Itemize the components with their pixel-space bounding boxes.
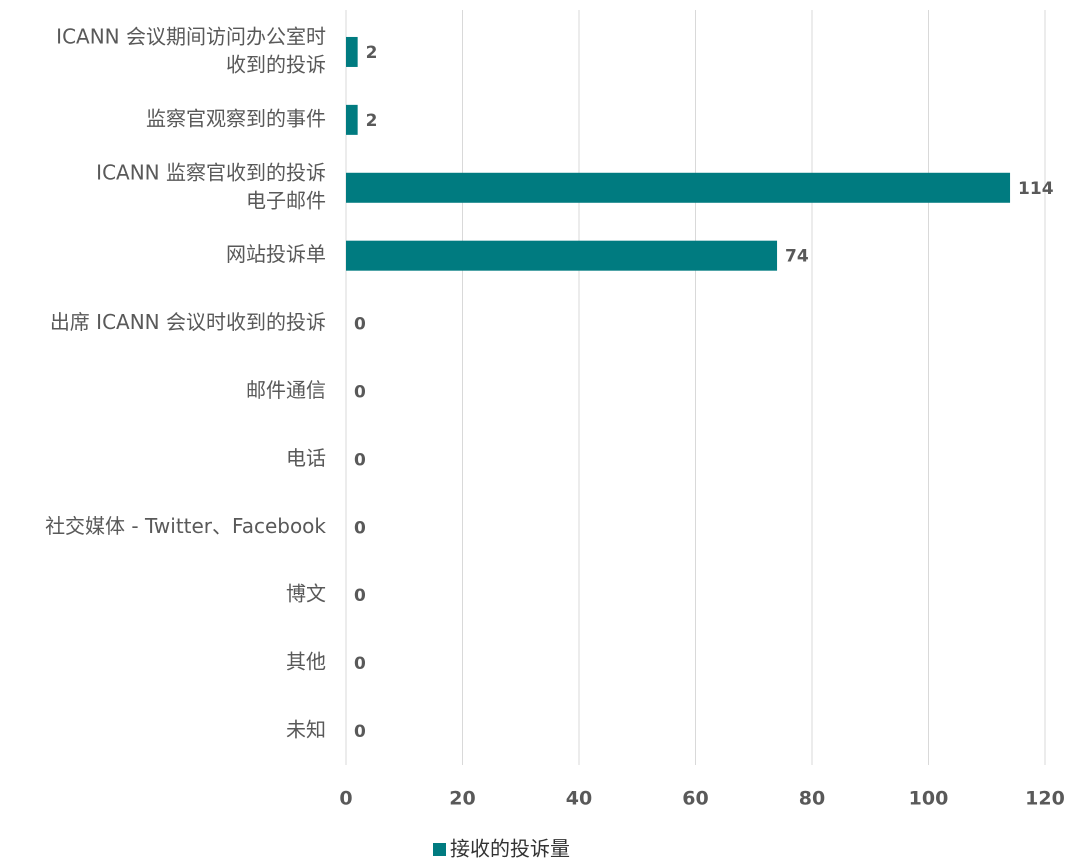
bar: [346, 105, 358, 135]
x-tick-label: 120: [1025, 788, 1065, 810]
y-tick-label: 未知: [286, 718, 326, 742]
x-tick-label: 20: [449, 788, 475, 810]
value-label: 2: [366, 43, 378, 63]
y-tick-label: 其他: [286, 650, 326, 674]
value-label: 74: [785, 247, 809, 267]
bar: [346, 241, 777, 271]
value-label: 0: [354, 654, 366, 674]
chart: 020406080100120ICANN 会议期间访问办公室时收到的投诉监察官观…: [0, 0, 1067, 861]
y-tick-label: 电话: [286, 446, 326, 470]
y-tick-label: 出席 ICANN 会议时收到的投诉: [50, 310, 326, 334]
value-label: 114: [1018, 179, 1054, 199]
y-tick-label: 收到的投诉: [226, 52, 326, 76]
y-tick-label: 电子邮件: [246, 188, 326, 212]
x-tick-label: 60: [682, 788, 708, 810]
y-tick-label: 监察官观察到的事件: [146, 106, 326, 130]
x-tick-label: 100: [909, 788, 949, 810]
y-tick-label: 社交媒体 - Twitter、Facebook: [45, 514, 326, 538]
y-tick-label: 网站投诉单: [226, 242, 326, 266]
bar: [346, 37, 358, 67]
value-label: 0: [354, 518, 366, 538]
bar: [346, 173, 1010, 203]
value-label: 0: [354, 383, 366, 403]
value-label: 0: [354, 315, 366, 335]
y-tick-label: 博文: [286, 582, 326, 606]
value-label: 0: [354, 722, 366, 742]
value-label: 0: [354, 450, 366, 470]
x-tick-label: 40: [566, 788, 592, 810]
y-tick-label: 邮件通信: [246, 378, 326, 402]
x-tick-label: 80: [799, 788, 825, 810]
y-tick-label: ICANN 监察官收到的投诉: [96, 160, 326, 184]
x-tick-label: 0: [339, 788, 352, 810]
legend-swatch: [433, 843, 446, 856]
value-label: 0: [354, 586, 366, 606]
value-label: 2: [366, 111, 378, 131]
legend-label: 接收的投诉量: [450, 837, 570, 861]
y-tick-label: ICANN 会议期间访问办公室时: [56, 24, 326, 48]
